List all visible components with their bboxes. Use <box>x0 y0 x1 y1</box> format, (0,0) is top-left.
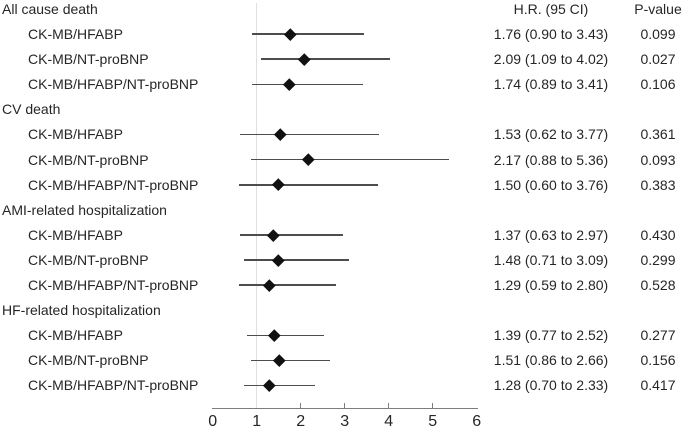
p-value: 0.417 <box>640 377 676 394</box>
ci-line <box>251 83 363 86</box>
ci-line <box>243 384 316 387</box>
hr-ci-value: 1.29 (0.59 to 2.80) <box>493 277 609 294</box>
forest-row: CK-MB/HFABP 1.53 (0.62 to 3.77) 0.361 <box>0 122 685 147</box>
hr-ci-value: 1.50 (0.60 to 3.76) <box>493 176 609 193</box>
row-label: CK-MB/HFABP <box>28 226 123 243</box>
p-value: 0.528 <box>640 277 676 294</box>
axis-tick-label: 4 <box>384 413 394 430</box>
group-label: All cause death <box>2 1 98 17</box>
hr-marker <box>266 228 280 242</box>
p-value: 0.099 <box>640 26 676 43</box>
hr-marker <box>284 28 297 41</box>
forest-group-row: CV death <box>0 97 685 122</box>
forest-row: CK-MB/HFABP/NT-proBNP 1.29 (0.59 to 2.80)… <box>0 273 685 298</box>
axis-tick-label: 1 <box>252 413 262 430</box>
hr-marker <box>271 253 284 267</box>
forest-row: CK-MB/HFABP/NT-proBNP 1.74 (0.89 to 3.41)… <box>0 72 685 97</box>
forest-row: CK-MB/HFABP 1.76 (0.90 to 3.43) 0.099 <box>0 22 685 47</box>
forest-row: CK-MB/HFABP/NT-proBNP 1.28 (0.70 to 2.33)… <box>0 373 685 398</box>
row-label: CK-MB/HFABP <box>28 26 123 43</box>
row-label: CK-MB/NT-proBNP <box>28 151 149 168</box>
forest-group-row: HF-related hospitalization <box>0 298 685 323</box>
x-axis-line <box>211 407 479 410</box>
forest-row: CK-MB/HFABP/NT-proBNP 1.50 (0.60 to 3.76)… <box>0 172 685 197</box>
forest-row: CK-MB/HFABP 1.39 (0.77 to 2.52) 0.277 <box>0 323 685 348</box>
row-label: CK-MB/HFABP/NT-proBNP <box>28 176 199 193</box>
row-label: CK-MB/NT-proBNP <box>28 352 149 369</box>
hr-ci-value: 1.76 (0.90 to 3.43) <box>493 26 609 43</box>
row-label: CK-MB/NT-proBNP <box>28 251 149 268</box>
p-value: 0.277 <box>640 327 676 344</box>
hr-marker <box>263 279 276 292</box>
forest-row: CK-MB/NT-proBNP 2.17 (0.88 to 5.36) 0.093 <box>0 147 685 172</box>
hr-ci-value: 1.74 (0.89 to 3.41) <box>493 76 609 93</box>
row-label: CK-MB/HFABP/NT-proBNP <box>28 377 199 394</box>
axis-tick-label: 3 <box>340 413 350 430</box>
p-value: 0.093 <box>640 151 676 168</box>
hr-ci-value: 1.28 (0.70 to 2.33) <box>493 377 609 394</box>
row-label: CK-MB/HFABP/NT-proBNP <box>28 277 199 294</box>
hr-ci-value: 1.51 (0.86 to 2.66) <box>493 352 609 369</box>
forest-group-row: All cause death <box>0 0 685 22</box>
row-label: CK-MB/NT-proBNP <box>28 51 149 68</box>
p-value: 0.156 <box>640 352 676 369</box>
hr-marker <box>262 379 276 392</box>
axis-tick <box>431 402 434 408</box>
p-value: 0.299 <box>640 251 676 268</box>
row-label: CK-MB/HFABP <box>28 327 123 344</box>
axis-tick-label: 5 <box>428 413 438 430</box>
p-value: 0.027 <box>640 51 676 68</box>
ci-line <box>239 133 379 136</box>
ci-line <box>243 259 349 261</box>
row-label: CK-MB/HFABP/NT-proBNP <box>28 76 199 93</box>
hr-ci-value: 2.09 (1.09 to 4.02) <box>493 51 609 68</box>
hr-ci-value: 2.17 (0.88 to 5.36) <box>493 151 609 168</box>
reference-line <box>255 3 258 408</box>
ci-line <box>239 183 379 186</box>
forest-group-row: AMI-related hospitalization <box>0 197 685 222</box>
ci-line <box>246 334 324 337</box>
axis-tick <box>299 402 302 408</box>
ci-line <box>260 58 390 61</box>
axis-tick-label: 2 <box>296 413 306 430</box>
hr-ci-value: 1.39 (0.77 to 2.52) <box>493 327 609 344</box>
ci-line <box>251 158 449 161</box>
ci-line <box>252 33 364 35</box>
p-value-column-header: P-value <box>634 1 682 17</box>
row-label: CK-MB/HFABP <box>28 126 123 143</box>
p-value: 0.430 <box>640 226 676 243</box>
forest-row: CK-MB/HFABP 1.37 (0.63 to 2.97) 0.430 <box>0 222 685 247</box>
ci-line <box>238 284 336 286</box>
hr-marker <box>283 78 296 91</box>
group-label: CV death <box>2 101 61 118</box>
forest-row: CK-MB/NT-proBNP 2.09 (1.09 to 4.02) 0.027 <box>0 47 685 72</box>
hr-marker <box>298 53 311 66</box>
hr-marker <box>267 329 280 342</box>
ci-line <box>240 234 344 236</box>
p-value: 0.106 <box>640 76 676 93</box>
hr-marker <box>273 128 287 141</box>
group-label: AMI-related hospitalization <box>2 201 167 218</box>
hr-ci-value: 1.37 (0.63 to 2.97) <box>493 226 609 243</box>
hr-ci-value: 1.53 (0.62 to 3.77) <box>493 126 609 143</box>
hr-marker <box>302 153 315 166</box>
hr-marker <box>273 354 286 367</box>
forest-row: CK-MB/NT-proBNP 1.51 (0.86 to 2.66) 0.156 <box>0 348 685 373</box>
axis-tick-label: 0 <box>208 413 218 430</box>
axis-tick-label: 6 <box>472 413 482 430</box>
hr-marker <box>272 178 285 191</box>
hr-ci-column-header: H.R. (95 CI) <box>513 1 589 17</box>
ci-line <box>250 359 330 362</box>
group-label: HF-related hospitalization <box>2 302 161 319</box>
hr-ci-value: 1.48 (0.71 to 3.09) <box>493 251 609 268</box>
forest-row: CK-MB/NT-proBNP 1.48 (0.71 to 3.09) 0.299 <box>0 247 685 272</box>
p-value: 0.383 <box>640 176 676 193</box>
axis-tick <box>343 402 346 408</box>
axis-tick <box>387 402 390 408</box>
p-value: 0.361 <box>640 126 676 143</box>
